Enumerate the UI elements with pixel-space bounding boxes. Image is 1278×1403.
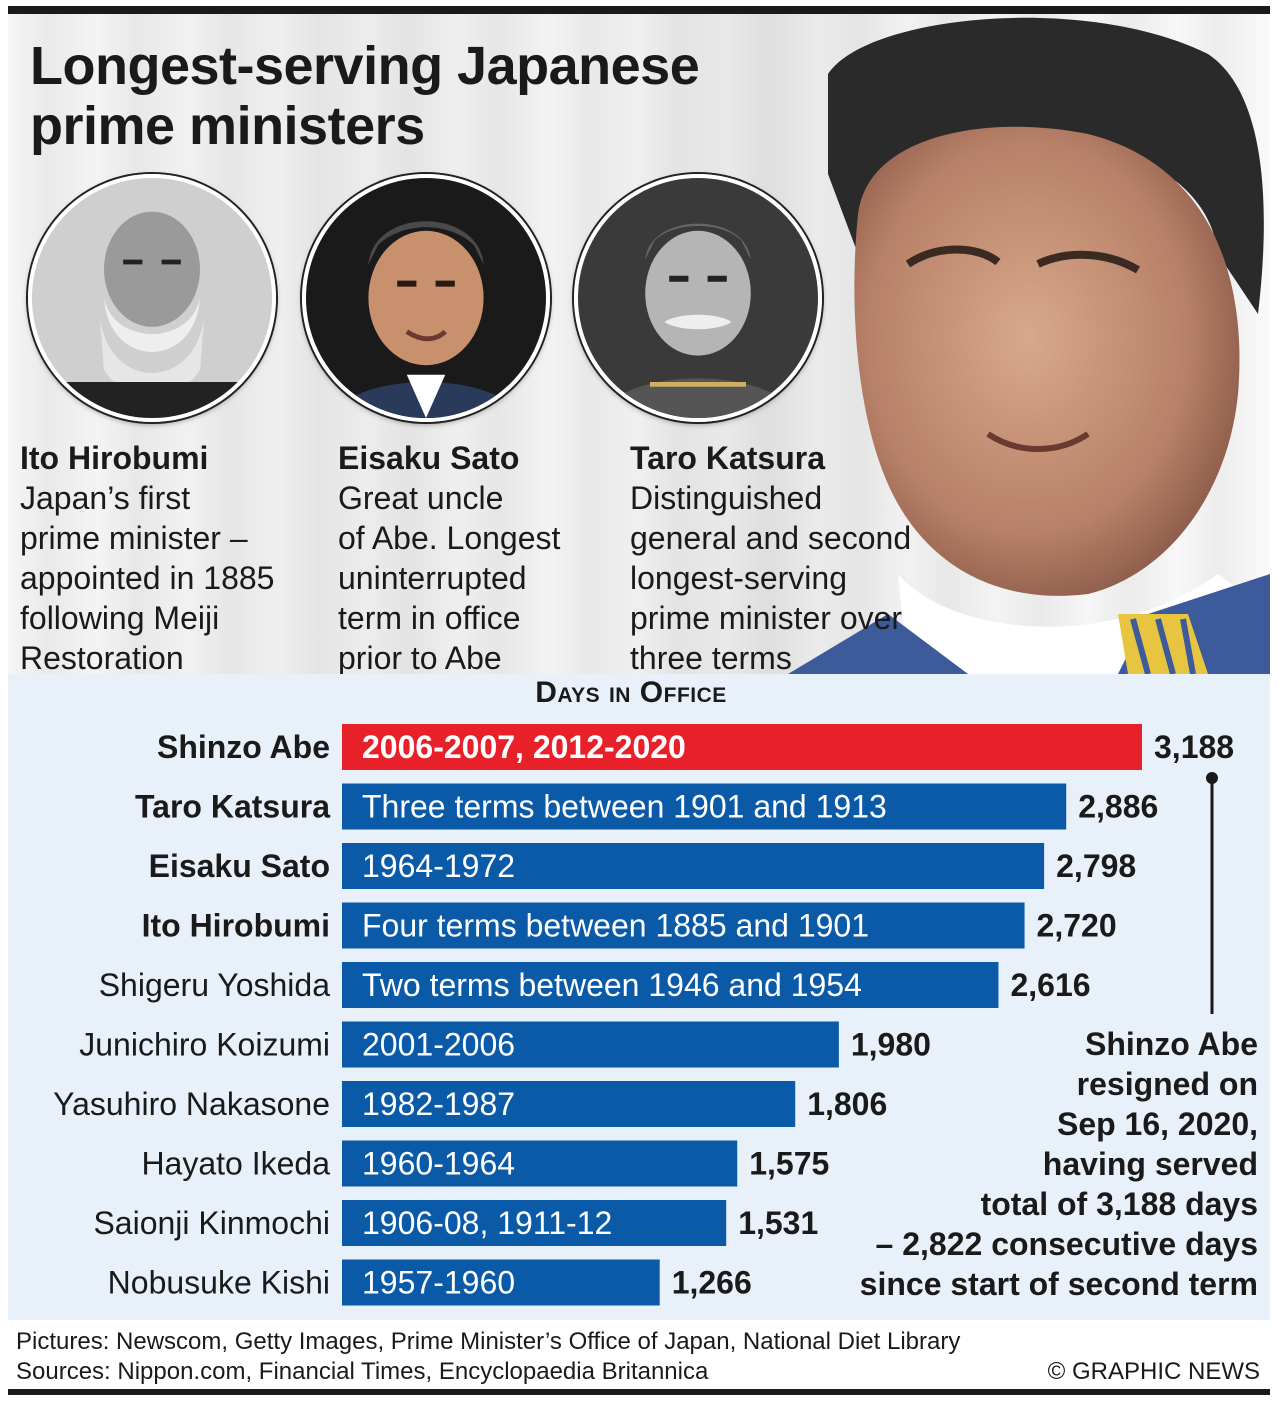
bio-name: Ito Hirobumi <box>20 440 209 476</box>
hero-panel: Longest-serving Japanese prime ministers <box>8 14 1270 674</box>
bio-line: of Abe. Longest <box>338 520 561 556</box>
bio-taro-katsura: Taro Katsura Distinguished general and s… <box>630 438 911 674</box>
bio-line: general and second <box>630 520 912 556</box>
portrait-taro-katsura <box>574 174 822 422</box>
bio-eisaku-sato: Eisaku Sato Great uncle of Abe. Longest … <box>338 438 560 674</box>
bio-ito-hirobumi: Ito Hirobumi Japan’s first prime ministe… <box>20 438 274 674</box>
bio-line: prime minister over <box>630 600 903 636</box>
bio-line: term in office <box>338 600 521 636</box>
bio-line: prior to Abe <box>338 640 502 674</box>
bio-line: Restoration <box>20 640 184 674</box>
title-line-2: prime ministers <box>30 96 425 156</box>
bio-line: Distinguished <box>630 480 823 516</box>
bio-line: prime minister – <box>20 520 248 556</box>
bio-line: Japan’s first <box>20 480 191 516</box>
portrait-ito-hirobumi <box>28 174 276 422</box>
note-line: total of 3,188 days <box>980 1186 1258 1222</box>
sources: Sources: Nippon.com, Financial Times, En… <box>16 1358 709 1385</box>
bio-line: Great uncle <box>338 480 504 516</box>
title-line-1: Longest-serving Japanese <box>30 36 700 96</box>
page-title: Longest-serving Japanese prime ministers <box>30 36 790 156</box>
bio-line: appointed in 1885 <box>20 560 275 596</box>
footer: Pictures: Newscom, Getty Images, Prime M… <box>8 1320 1270 1395</box>
top-rule <box>8 6 1270 14</box>
note-line: having served <box>1042 1146 1258 1182</box>
bio-name: Taro Katsura <box>630 440 826 476</box>
abe-resignation-note: Shinzo Abe resigned on Sep 16, 2020, hav… <box>798 1024 1258 1304</box>
bio-line: three terms <box>630 640 792 674</box>
picture-credits: Pictures: Newscom, Getty Images, Prime M… <box>16 1328 961 1355</box>
bio-name: Eisaku Sato <box>338 440 520 476</box>
copyright: © GRAPHIC NEWS <box>1047 1358 1260 1385</box>
note-line: – 2,822 consecutive days <box>875 1226 1258 1262</box>
note-line: Shinzo Abe <box>1084 1026 1258 1062</box>
note-line: Sep 16, 2020, <box>1056 1106 1258 1142</box>
chart-title: Days in Office <box>535 676 727 709</box>
bio-line: uninterrupted <box>338 560 527 596</box>
bio-line: longest-serving <box>630 560 847 596</box>
bio-line: following Meiji <box>20 600 220 636</box>
portrait-eisaku-sato <box>302 174 550 422</box>
note-line: since start of second term <box>859 1266 1258 1302</box>
shinzo-abe-photo <box>788 14 1270 674</box>
note-line: resigned on <box>1076 1066 1258 1102</box>
